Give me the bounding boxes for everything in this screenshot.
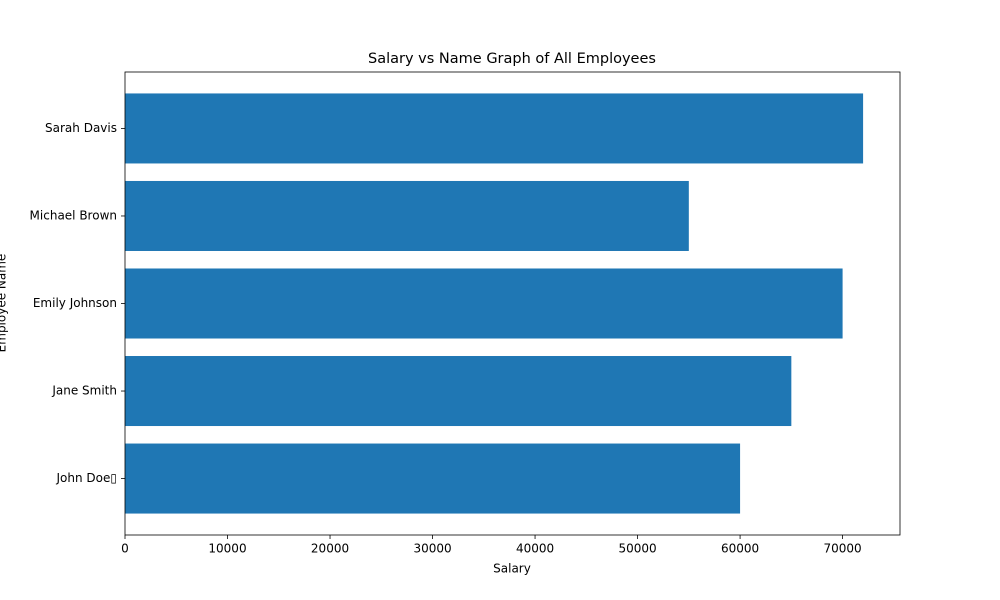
bar xyxy=(125,93,864,164)
bar xyxy=(125,443,741,514)
x-tick-label: 20000 xyxy=(311,542,349,556)
bar xyxy=(125,268,843,339)
x-tick-label: 60000 xyxy=(721,542,759,556)
chart-title: Salary vs Name Graph of All Employees xyxy=(368,51,656,67)
y-tick-label: John Doe▯ xyxy=(56,471,117,485)
y-tick-label: Jane Smith xyxy=(51,384,117,398)
plot-area: 0 10000 20000 30000 40000 50000 60000 70000 John… xyxy=(30,93,864,556)
y-tick-label: Emily Johnson xyxy=(33,296,117,310)
y-tick-label: Sarah Davis xyxy=(45,121,117,135)
x-tick-label: 70000 xyxy=(823,542,861,556)
y-axis-label: Employee Name xyxy=(0,254,9,353)
bar xyxy=(125,180,689,251)
x-tick-label: 30000 xyxy=(413,542,451,556)
x-tick-label: 40000 xyxy=(516,542,554,556)
axes-frame xyxy=(124,71,901,536)
bar xyxy=(125,356,792,427)
x-tick-label: 0 xyxy=(121,542,129,556)
y-tick-label: Michael Brown xyxy=(30,208,117,222)
x-axis-label: Salary xyxy=(493,562,531,576)
x-tick-label: 10000 xyxy=(208,542,246,556)
x-tick-label: 50000 xyxy=(618,542,656,556)
